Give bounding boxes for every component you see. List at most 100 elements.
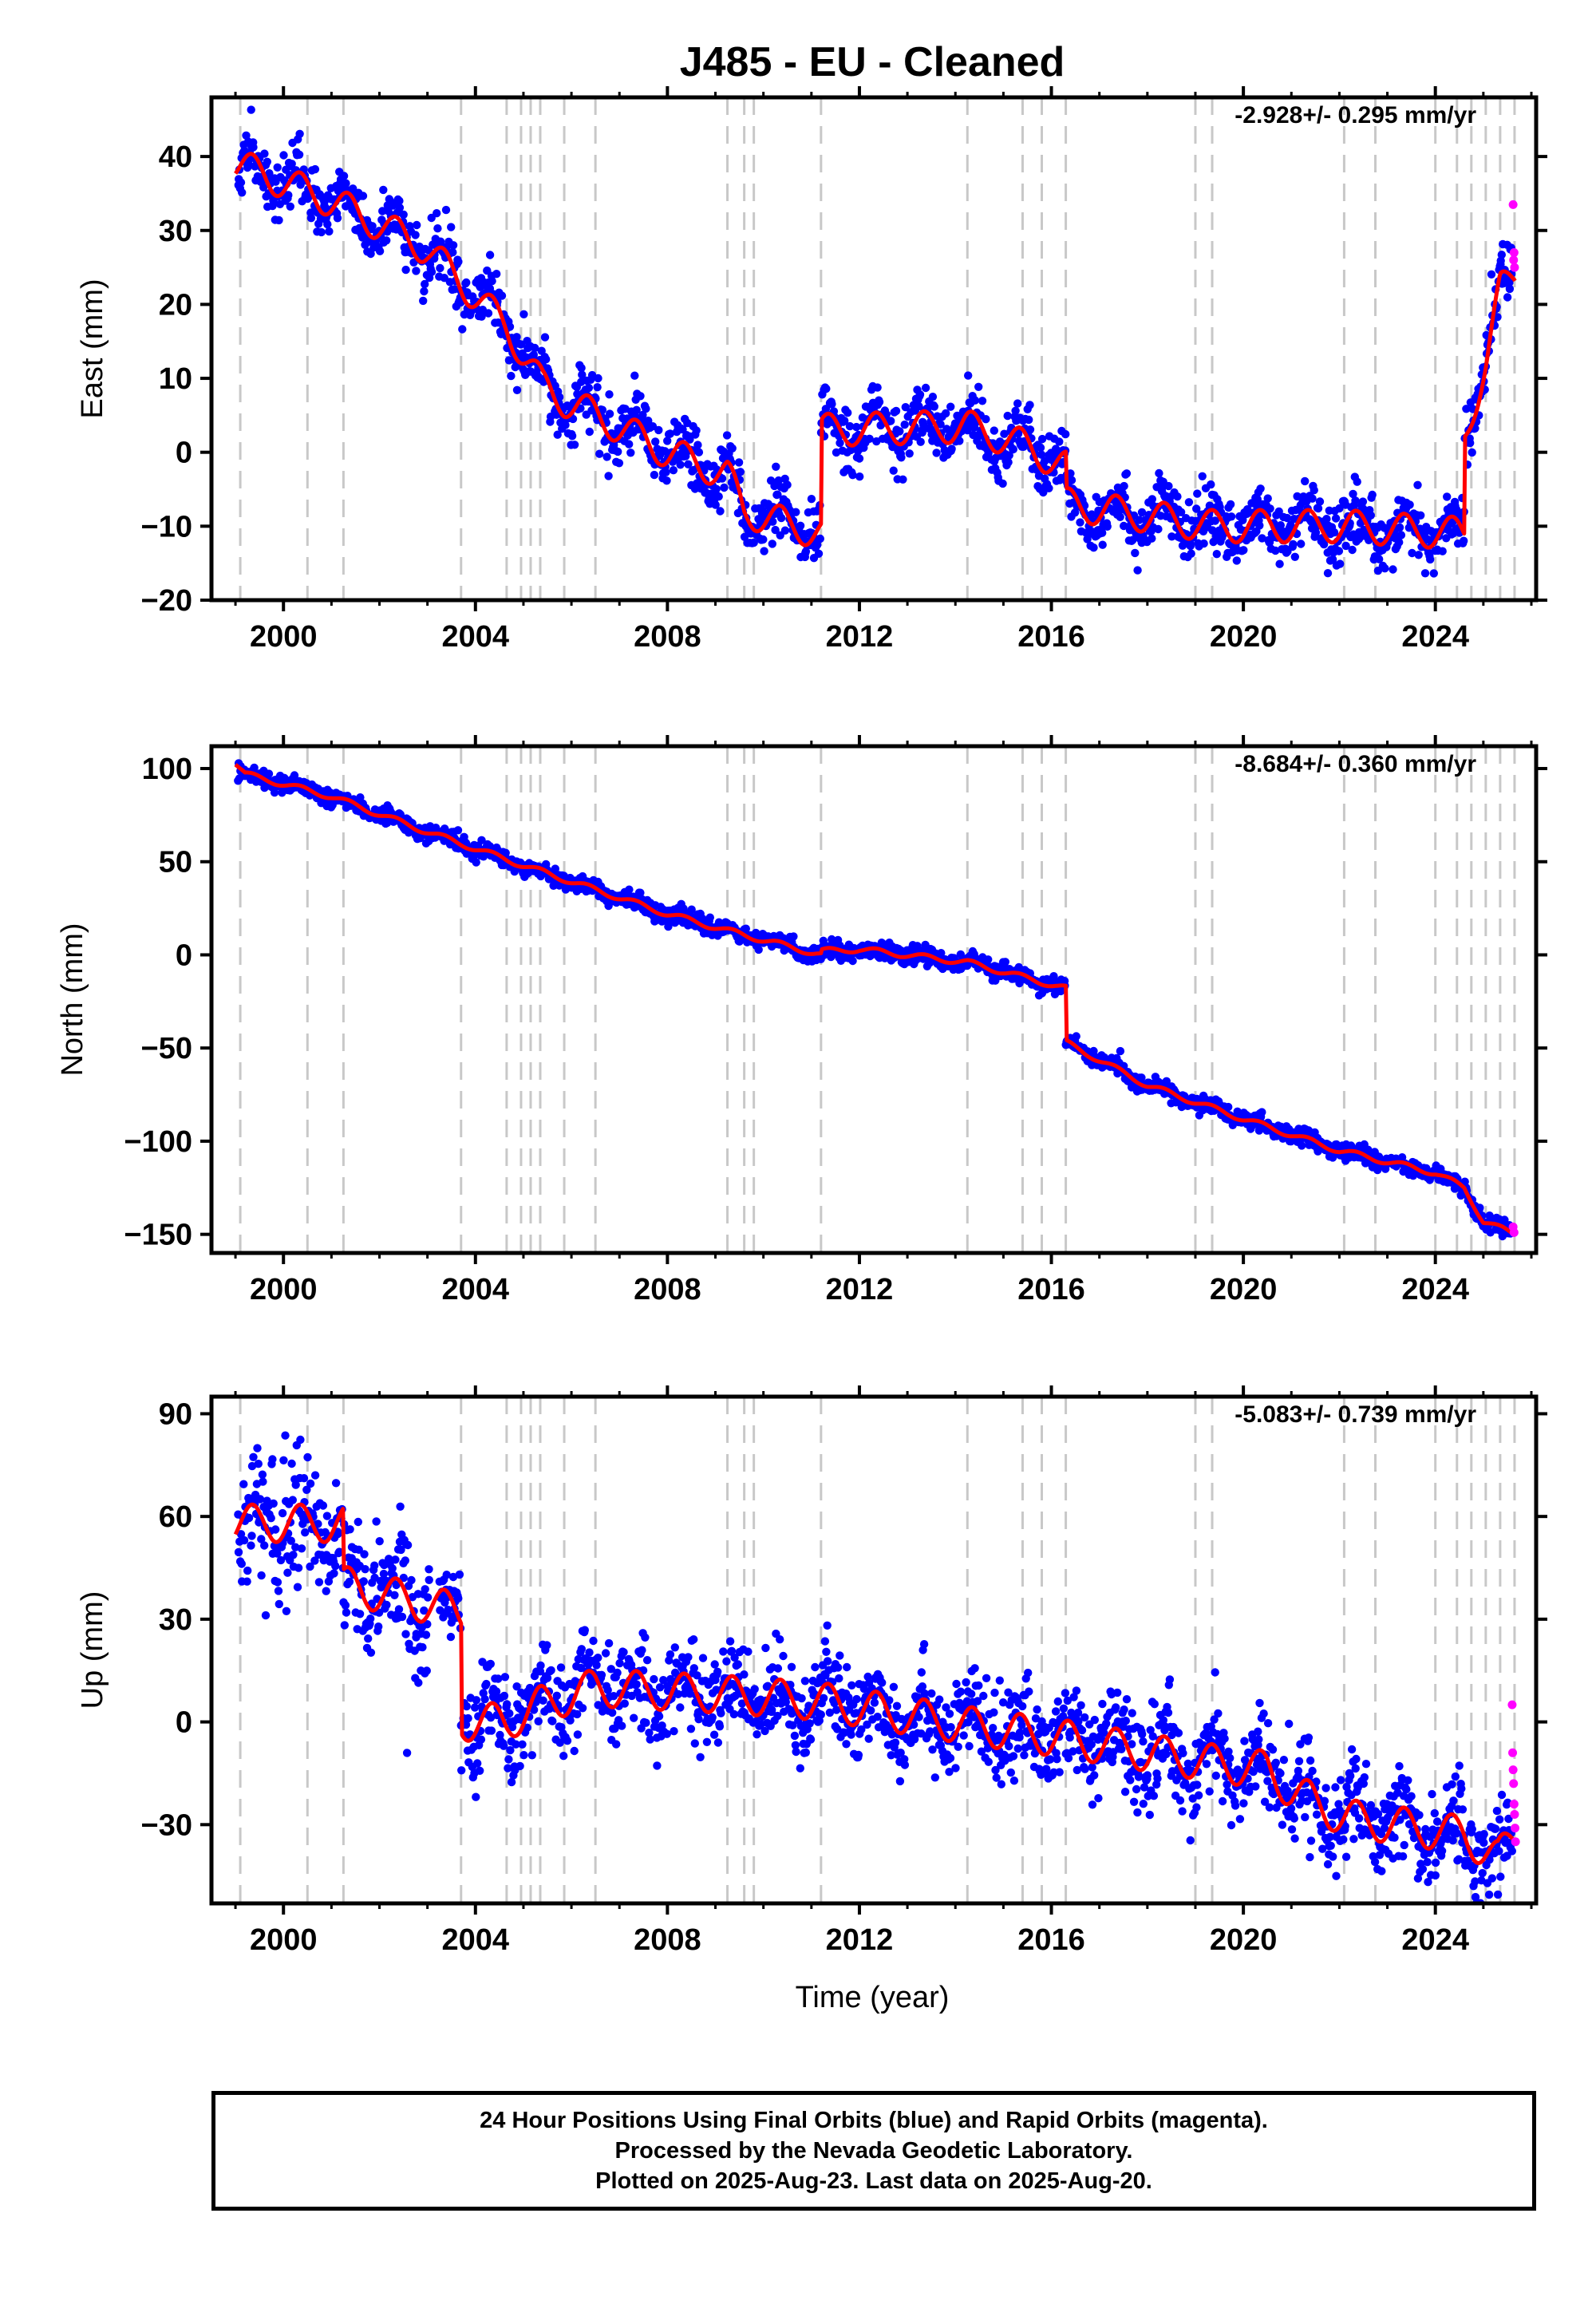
data-point <box>828 400 836 409</box>
data-point <box>768 517 777 526</box>
data-point <box>500 1673 510 1682</box>
data-point <box>836 1651 844 1660</box>
data-point <box>269 1499 278 1508</box>
data-point <box>872 437 881 446</box>
data-point <box>636 392 645 401</box>
data-point <box>761 1643 770 1653</box>
data-point <box>556 1663 566 1672</box>
data-point <box>800 1677 810 1686</box>
data-point <box>900 420 909 429</box>
data-point <box>472 858 480 867</box>
data-point <box>306 1479 315 1488</box>
data-point <box>684 1653 693 1662</box>
data-point <box>713 1667 722 1676</box>
data-point <box>855 472 864 481</box>
data-point <box>412 267 421 275</box>
data-point <box>473 1759 482 1768</box>
data-point <box>670 1643 679 1652</box>
data-point <box>693 441 702 449</box>
data-point <box>333 214 342 223</box>
data-point <box>548 1717 557 1725</box>
data-point <box>263 157 271 166</box>
data-point <box>286 202 294 211</box>
data-point <box>1040 456 1049 466</box>
data-point <box>823 1621 832 1630</box>
data-point <box>1336 559 1345 568</box>
data-point <box>1290 552 1300 561</box>
data-point <box>626 449 635 457</box>
data-point <box>848 471 857 480</box>
data-point <box>555 393 564 401</box>
data-point <box>956 950 966 959</box>
data-point <box>716 507 725 516</box>
data-point <box>1460 536 1468 545</box>
data-point <box>768 1705 776 1714</box>
plot-area <box>233 1397 1520 1903</box>
data-point <box>1120 521 1128 531</box>
rapid-orbit-points <box>1508 200 1519 272</box>
data-point <box>797 1694 806 1703</box>
data-point <box>822 384 831 393</box>
data-point <box>339 172 349 180</box>
data-point <box>317 227 326 237</box>
data-point <box>1263 494 1272 503</box>
data-point <box>487 1726 496 1735</box>
data-point <box>1315 497 1325 506</box>
data-point <box>1045 484 1053 492</box>
data-point <box>265 169 274 178</box>
data-point <box>310 164 320 174</box>
data-point <box>1322 515 1331 524</box>
data-point <box>887 417 895 425</box>
data-point <box>1098 540 1107 549</box>
data-point <box>1395 538 1404 547</box>
data-point <box>1133 566 1142 575</box>
data-point <box>618 1721 626 1730</box>
data-point <box>552 1691 561 1700</box>
data-point <box>783 480 792 489</box>
data-point <box>301 1528 310 1537</box>
data-point <box>413 220 421 230</box>
data-point <box>614 459 624 468</box>
data-point <box>1122 469 1132 478</box>
data-point <box>289 1551 298 1559</box>
data-point <box>1072 1032 1080 1041</box>
data-point <box>632 405 641 414</box>
data-point <box>776 513 786 523</box>
data-point <box>294 1563 303 1572</box>
data-point <box>998 479 1007 488</box>
data-point <box>1413 480 1422 489</box>
data-point <box>527 1751 536 1760</box>
data-point <box>407 1575 416 1585</box>
data-point <box>325 227 334 236</box>
data-point <box>974 382 983 391</box>
data-point <box>274 1587 283 1595</box>
data-point <box>676 1703 685 1712</box>
data-point <box>1353 477 1361 486</box>
data-point <box>273 163 282 172</box>
data-point <box>584 383 594 393</box>
final-orbit-points <box>234 759 1516 1241</box>
data-point <box>318 1501 328 1510</box>
data-point <box>342 179 350 188</box>
data-point <box>267 1514 275 1523</box>
data-point <box>689 1664 698 1673</box>
data-point <box>772 462 780 471</box>
data-point <box>594 1654 602 1662</box>
data-point <box>1199 539 1208 548</box>
data-point <box>787 1662 796 1671</box>
data-point <box>1089 543 1098 552</box>
data-point <box>915 390 925 399</box>
data-point <box>1335 504 1344 513</box>
y-tick-label: 40 <box>159 140 192 174</box>
data-point <box>807 495 816 504</box>
data-point <box>712 484 721 493</box>
data-point <box>540 333 550 342</box>
data-point <box>1493 313 1502 322</box>
data-point <box>1311 528 1321 537</box>
data-point <box>243 1577 251 1586</box>
data-point <box>399 210 408 219</box>
data-point <box>1275 559 1284 568</box>
data-point <box>1207 480 1215 489</box>
data-point <box>946 402 955 411</box>
y-tick-label: −50 <box>141 1032 192 1065</box>
